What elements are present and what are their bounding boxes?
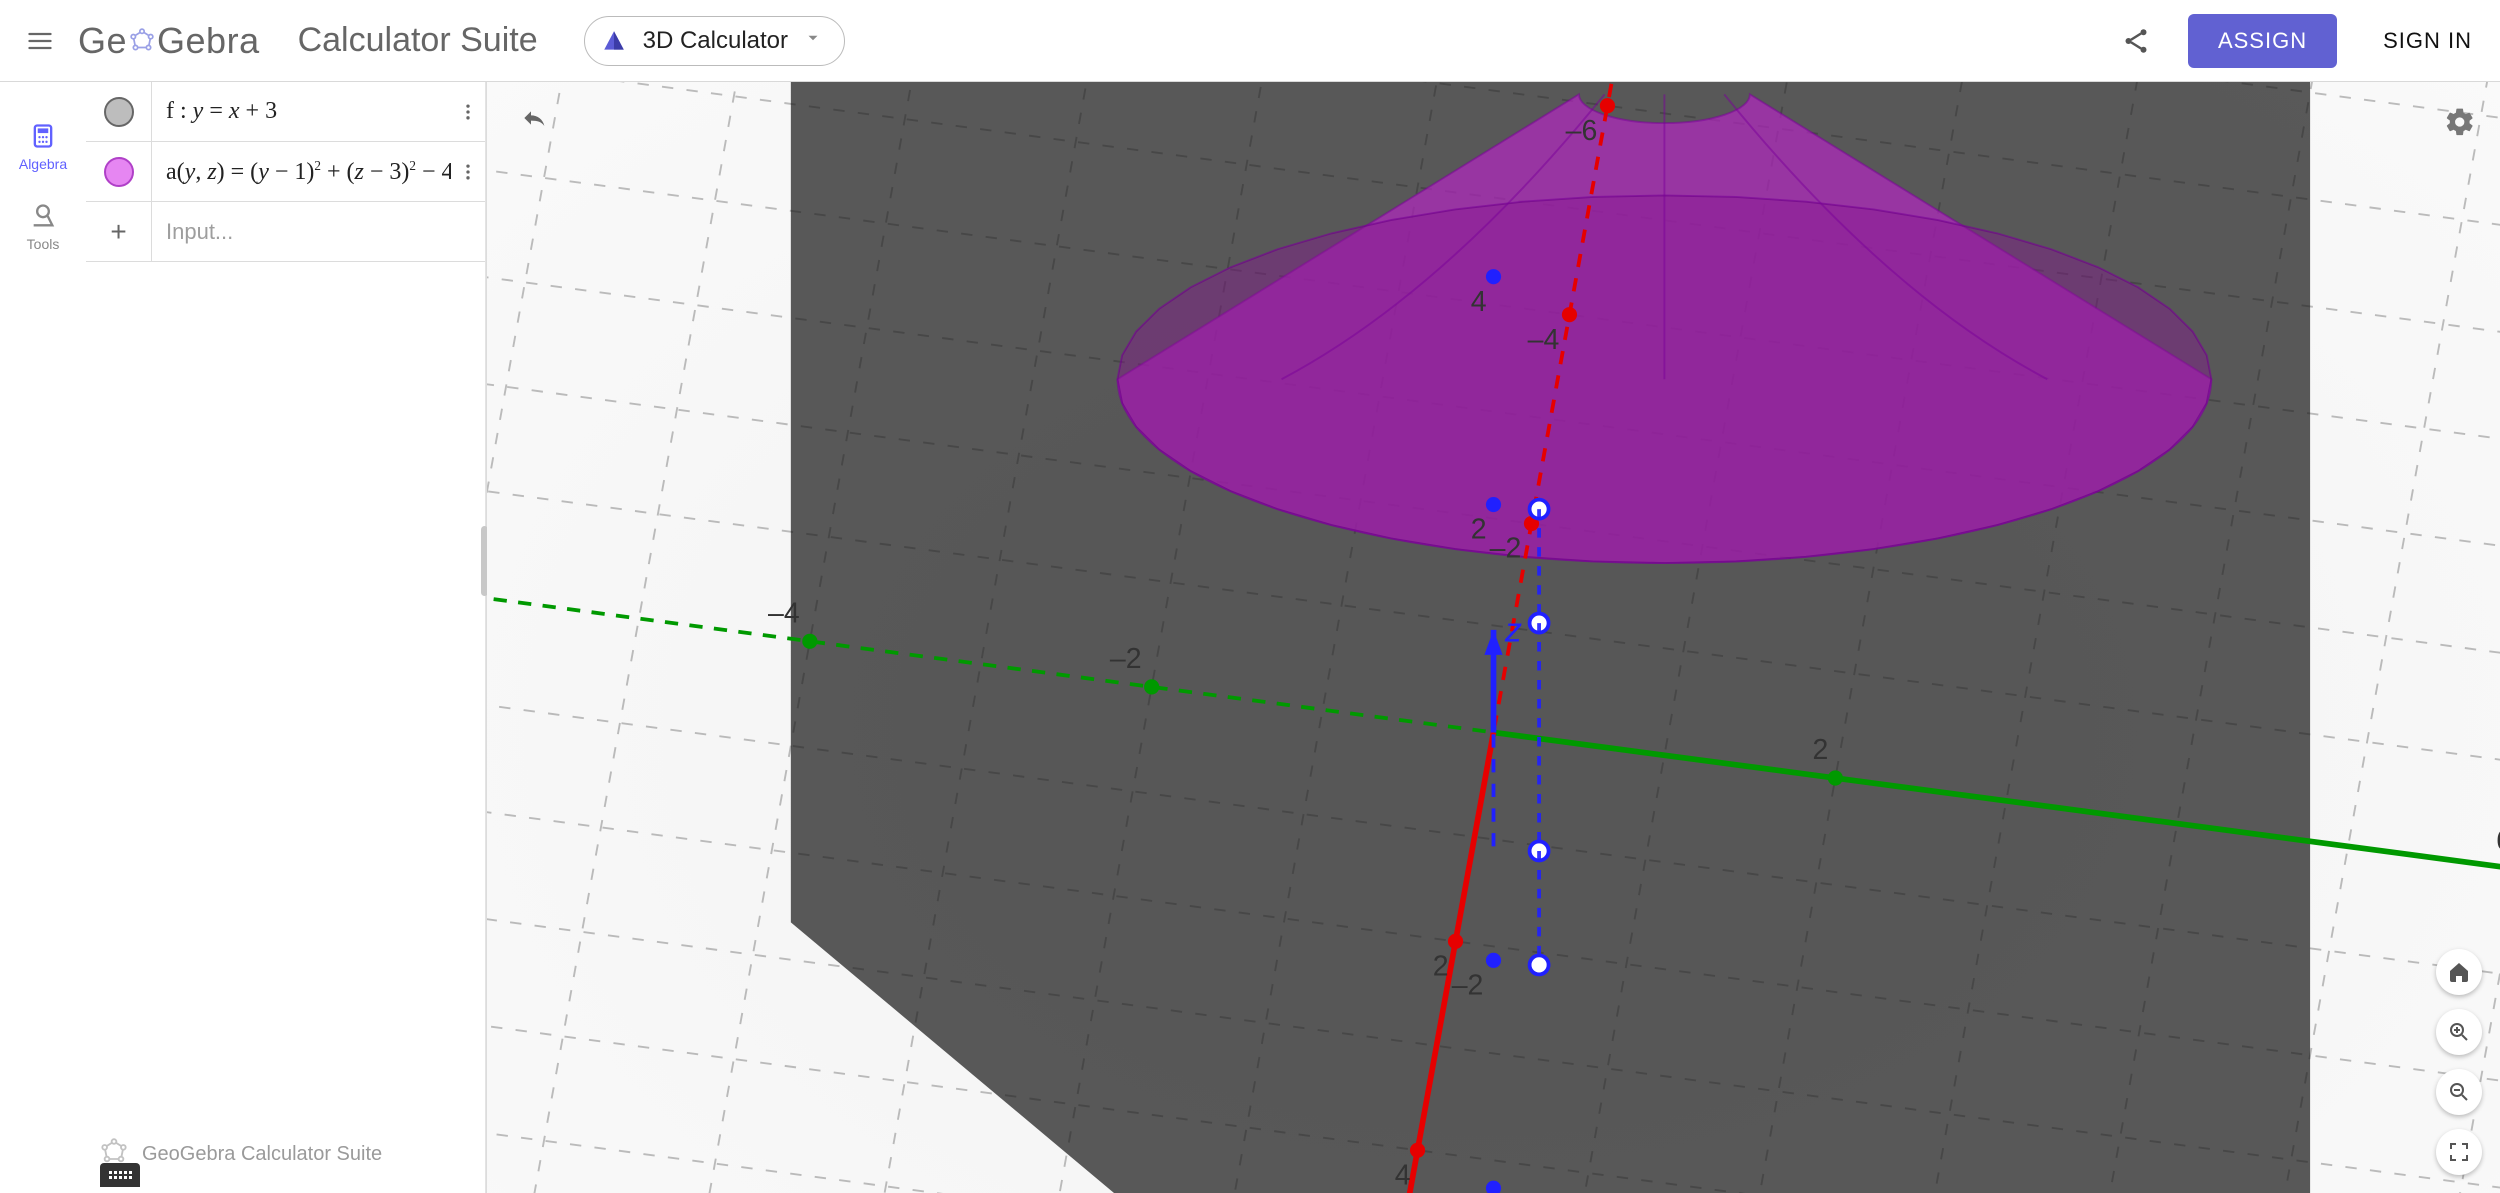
expression-row[interactable]: f : y = x + 3 bbox=[86, 82, 485, 142]
menu-button[interactable] bbox=[20, 21, 60, 61]
expression-row[interactable]: a(y, z) = (y − 1)2 + (z − 3)2 − 4 bbox=[86, 142, 485, 202]
svg-text:2: 2 bbox=[1471, 514, 1487, 546]
caret-down-icon bbox=[804, 29, 822, 52]
svg-text:–4: –4 bbox=[768, 597, 800, 629]
add-expression-button[interactable]: + bbox=[86, 202, 152, 261]
nav-tools-label: Tools bbox=[27, 236, 60, 252]
logo[interactable]: Ge Gebra bbox=[78, 20, 260, 62]
logo-post: Gebra bbox=[157, 20, 260, 62]
graphics-view[interactable]: y–8–6–4–226x–8–6–4–2246z–4–224 bbox=[487, 82, 2500, 1193]
svg-text:–2: –2 bbox=[1490, 533, 1522, 565]
svg-text:2: 2 bbox=[1433, 951, 1449, 983]
logo-text: Ge Gebra bbox=[78, 20, 260, 62]
expression-text[interactable]: a(y, z) = (y − 1)2 + (z − 3)2 − 4 bbox=[152, 144, 451, 200]
nav-algebra[interactable]: Algebra bbox=[0, 122, 86, 172]
signin-button[interactable]: SIGN IN bbox=[2383, 28, 2472, 54]
svg-text:–2: –2 bbox=[1452, 970, 1484, 1002]
view-controls bbox=[2436, 949, 2482, 1175]
mode-label: 3D Calculator bbox=[643, 27, 788, 55]
row-visibility-toggle[interactable] bbox=[86, 82, 152, 141]
fullscreen-button[interactable] bbox=[2436, 1129, 2482, 1175]
plus-icon: + bbox=[110, 218, 126, 246]
tools-icon bbox=[29, 202, 57, 230]
svg-text:4: 4 bbox=[1471, 286, 1487, 318]
expression-input[interactable]: Input... bbox=[152, 205, 485, 259]
algebra-panel: f : y = x + 3 a(y, z) = (y − 1)2 + (z − … bbox=[86, 82, 486, 1193]
svg-text:–2: –2 bbox=[1110, 643, 1142, 675]
undo-button[interactable] bbox=[513, 100, 557, 144]
zoom-out-button[interactable] bbox=[2436, 1069, 2482, 1115]
row-menu-button[interactable] bbox=[451, 82, 485, 141]
panel-footer-label: GeoGebra Calculator Suite bbox=[142, 1143, 382, 1166]
expression-text[interactable]: f : y = x + 3 bbox=[152, 84, 451, 139]
mode-selector[interactable]: 3D Calculator bbox=[584, 16, 845, 66]
row-menu-button[interactable] bbox=[451, 142, 485, 201]
panel-footer: GeoGebra Calculator Suite bbox=[86, 1120, 485, 1193]
nav-tools[interactable]: Tools bbox=[0, 202, 86, 252]
new-expression-row[interactable]: + Input... bbox=[86, 202, 485, 262]
logo-flower-icon bbox=[129, 28, 155, 54]
expression-list: f : y = x + 3 a(y, z) = (y − 1)2 + (z − … bbox=[86, 82, 485, 262]
assign-button[interactable]: ASSIGN bbox=[2188, 14, 2337, 68]
main: Algebra Tools f : y = x + 3 a(y, z) = (y… bbox=[0, 82, 2500, 1193]
nav-rail: Algebra Tools bbox=[0, 82, 86, 1193]
svg-text:6: 6 bbox=[2496, 825, 2500, 857]
zoom-in-button[interactable] bbox=[2436, 1009, 2482, 1055]
row-visibility-toggle[interactable] bbox=[86, 142, 152, 201]
home-view-button[interactable] bbox=[2436, 949, 2482, 995]
svg-text:–4: –4 bbox=[1528, 324, 1560, 356]
tetrahedron-icon bbox=[601, 28, 627, 54]
share-button[interactable] bbox=[2116, 21, 2156, 61]
svg-text:z: z bbox=[1504, 611, 1522, 649]
nav-algebra-label: Algebra bbox=[19, 156, 67, 172]
app-header: Ge Gebra Calculator Suite bbox=[0, 0, 2500, 82]
settings-button[interactable] bbox=[2438, 100, 2482, 144]
calculator-icon bbox=[29, 122, 57, 150]
svg-text:2: 2 bbox=[1813, 734, 1829, 766]
suite-title: Calculator Suite bbox=[298, 21, 538, 60]
svg-text:–6: –6 bbox=[1566, 115, 1598, 147]
keyboard-toggle[interactable] bbox=[100, 1163, 140, 1187]
logo-pre: Ge bbox=[78, 20, 127, 62]
svg-text:4: 4 bbox=[1395, 1159, 1411, 1191]
